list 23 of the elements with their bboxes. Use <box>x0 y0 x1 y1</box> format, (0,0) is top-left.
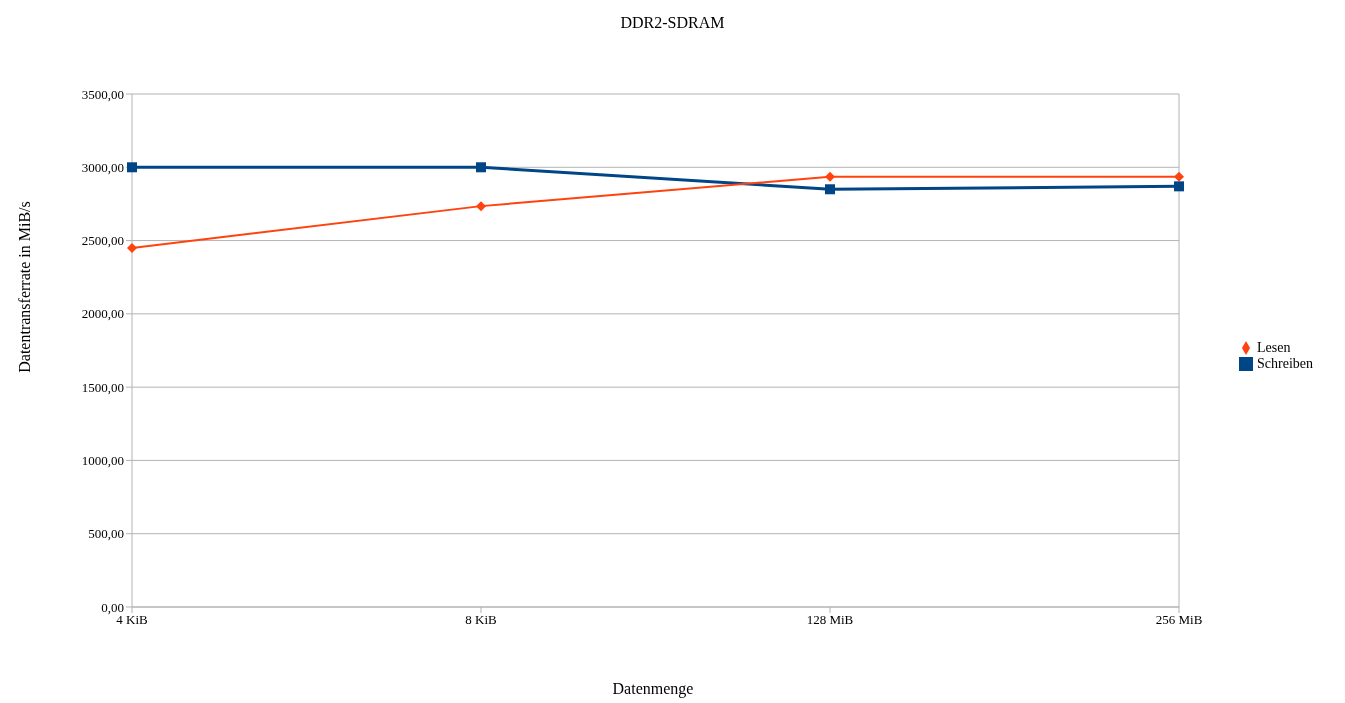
y-tick-label: 1000,00 <box>81 453 124 469</box>
x-tick-label: 8 KiB <box>465 612 498 628</box>
y-tick-label: 3500,00 <box>81 86 124 102</box>
point <box>476 162 487 173</box>
y-tick-label: 0,00 <box>101 599 124 615</box>
y-tick-label: 2500,00 <box>81 233 124 249</box>
point <box>476 201 487 212</box>
legend-label: Schreiben <box>1257 355 1313 371</box>
x-axis-title: Datenmenge <box>611 680 695 698</box>
y-tick-label: 2000,00 <box>81 306 124 322</box>
point <box>1174 171 1185 182</box>
y-tick-label: 3000,00 <box>81 159 124 175</box>
chart-title: DDR2-SDRAM <box>619 14 726 32</box>
point <box>1174 181 1185 192</box>
y-tick-label: 500,00 <box>88 526 124 542</box>
x-tick-label: 128 MiB <box>806 612 854 628</box>
y-tick-label: 1500,00 <box>81 379 124 395</box>
point <box>825 184 836 195</box>
legend-label: Lesen <box>1257 339 1291 355</box>
point <box>825 171 836 182</box>
x-tick-label: 4 KiB <box>116 612 149 628</box>
y-axis-title: Datentransferrate in MiB/s <box>16 200 34 375</box>
x-tick-label: 256 MiB <box>1155 612 1203 628</box>
